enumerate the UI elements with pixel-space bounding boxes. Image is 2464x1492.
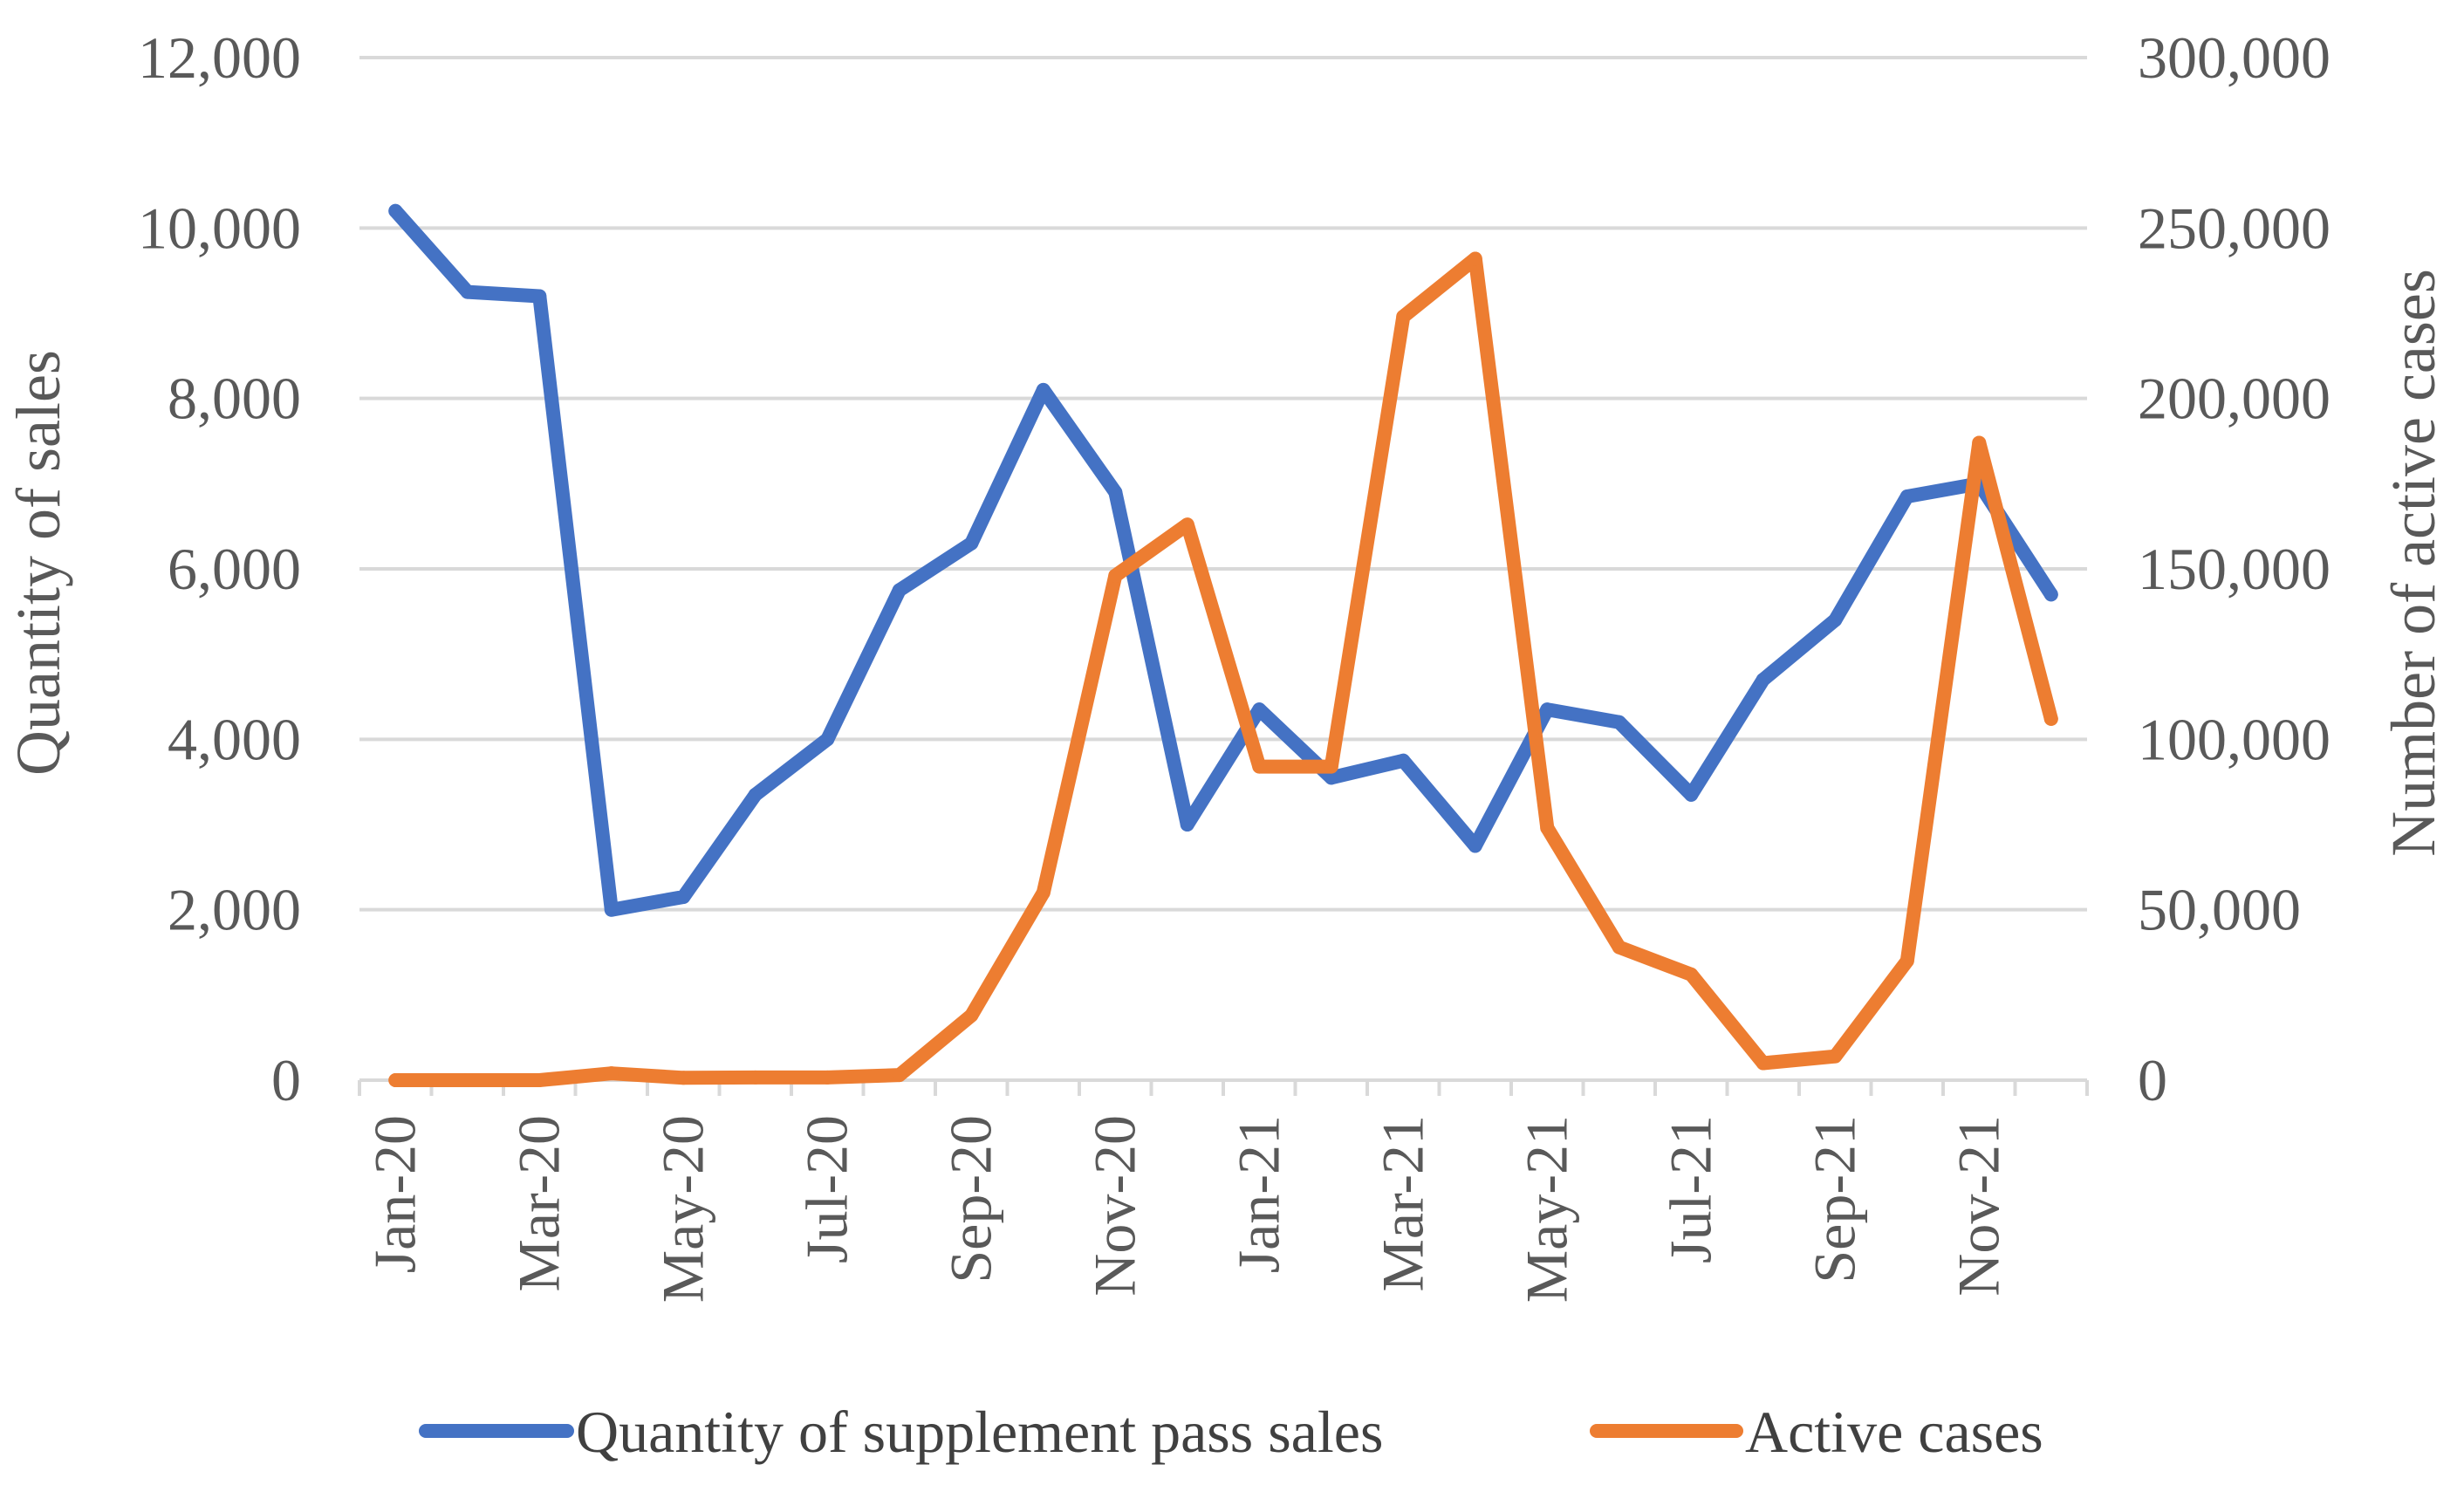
y-tick-label-left: 6,000 <box>168 536 301 602</box>
x-tick-label: Mar-20 <box>505 1115 572 1292</box>
data-point-active-cases <box>1540 820 1555 835</box>
data-point-active-cases <box>1468 251 1482 266</box>
data-point-sales <box>1324 770 1338 785</box>
data-point-active-cases <box>1108 568 1123 583</box>
data-point-sales <box>820 732 835 747</box>
data-point-active-cases <box>1612 940 1626 955</box>
y-tick-label-right: 100,000 <box>2138 706 2331 772</box>
legend: Quantity of supplement pass sales Active… <box>419 1399 2043 1465</box>
x-tick-label: Jan-21 <box>1225 1115 1291 1273</box>
x-tick-label: Sep-20 <box>937 1115 1003 1283</box>
data-point-active-cases <box>532 1073 547 1087</box>
data-point-sales <box>1180 818 1194 832</box>
series-line-active-cases <box>388 251 2058 1087</box>
x-tick-label: Nov-20 <box>1081 1115 1147 1297</box>
y-axis-title-right: Number of active cases <box>2378 269 2448 857</box>
data-point-sales <box>1468 838 1482 853</box>
data-point-sales <box>1899 489 1914 503</box>
x-tick-label: Sep-21 <box>1801 1115 1867 1283</box>
data-point-sales <box>892 583 907 598</box>
data-point-sales <box>1828 613 1843 627</box>
y-tick-label-right: 200,000 <box>2138 366 2331 432</box>
data-point-sales <box>1684 787 1699 802</box>
y-tick-label-left: 10,000 <box>138 195 301 261</box>
x-tick-label: Jul-21 <box>1657 1115 1723 1263</box>
series-line-sales <box>388 203 2058 917</box>
data-point-active-cases <box>2043 711 2058 726</box>
y-tick-label-left: 12,000 <box>138 24 301 91</box>
data-point-active-cases <box>1972 435 1987 450</box>
data-point-active-cases <box>1180 517 1194 532</box>
gridlines <box>359 56 2087 912</box>
y-tick-label-right: 0 <box>2138 1047 2167 1113</box>
data-point-active-cases <box>964 1008 979 1023</box>
y-axis-title-left: Quantity of sales <box>3 350 73 776</box>
data-point-sales <box>1756 672 1770 687</box>
x-tick-label: Mar-21 <box>1369 1115 1435 1292</box>
data-point-sales <box>1396 753 1411 768</box>
data-point-sales <box>676 890 691 905</box>
legend-label-active-cases: Active cases <box>1745 1399 2043 1465</box>
data-point-active-cases <box>1756 1056 1770 1071</box>
tick-labels: 0 0 2,000 50,000 4,000 100,000 6,000 150,000 8,0… <box>138 24 2331 1303</box>
y-tick-label-right: 150,000 <box>2138 536 2331 602</box>
legend-label-sales: Quantity of supplement pass sales <box>576 1399 1383 1465</box>
axes <box>358 1078 2089 1096</box>
y-tick-label-right: 250,000 <box>2138 195 2331 261</box>
data-point-sales <box>532 289 547 304</box>
data-point-active-cases <box>1684 967 1699 982</box>
data-point-active-cases <box>676 1071 691 1085</box>
x-tick-label: May-21 <box>1513 1115 1579 1303</box>
data-point-active-cases <box>1036 886 1051 900</box>
x-tick-label: Nov-21 <box>1945 1115 2011 1297</box>
data-point-sales <box>1108 485 1123 500</box>
data-point-active-cases <box>1828 1049 1843 1064</box>
data-point-active-cases <box>388 1073 403 1087</box>
y-tick-label-right: 50,000 <box>2138 877 2301 943</box>
y-tick-label-right: 300,000 <box>2138 24 2331 91</box>
data-point-sales <box>1612 715 1626 729</box>
series <box>388 203 2058 1087</box>
data-point-sales <box>964 536 979 551</box>
data-point-sales <box>604 902 619 917</box>
data-point-active-cases <box>1899 954 1914 968</box>
y-tick-label-left: 0 <box>271 1047 301 1113</box>
x-tick-label: Jul-20 <box>793 1115 859 1263</box>
data-point-active-cases <box>604 1066 619 1081</box>
data-point-sales <box>1252 702 1267 717</box>
data-point-sales <box>2043 587 2058 602</box>
x-tick-label: May-20 <box>649 1115 715 1303</box>
data-point-sales <box>1540 702 1555 717</box>
data-point-active-cases <box>460 1073 475 1087</box>
y-tick-label-left: 4,000 <box>168 706 301 772</box>
data-point-active-cases <box>820 1070 835 1085</box>
y-tick-label-left: 8,000 <box>168 366 301 432</box>
data-point-active-cases <box>748 1070 763 1085</box>
data-point-active-cases <box>892 1068 907 1083</box>
data-point-sales <box>460 284 475 299</box>
data-point-sales <box>748 787 763 802</box>
data-point-sales <box>388 203 403 218</box>
y-tick-label-left: 2,000 <box>168 877 301 943</box>
data-point-active-cases <box>1252 759 1267 774</box>
data-point-active-cases <box>1324 759 1338 774</box>
x-tick-label: Jan-20 <box>361 1115 428 1273</box>
data-point-sales <box>1036 382 1051 397</box>
data-point-active-cases <box>1396 309 1411 324</box>
